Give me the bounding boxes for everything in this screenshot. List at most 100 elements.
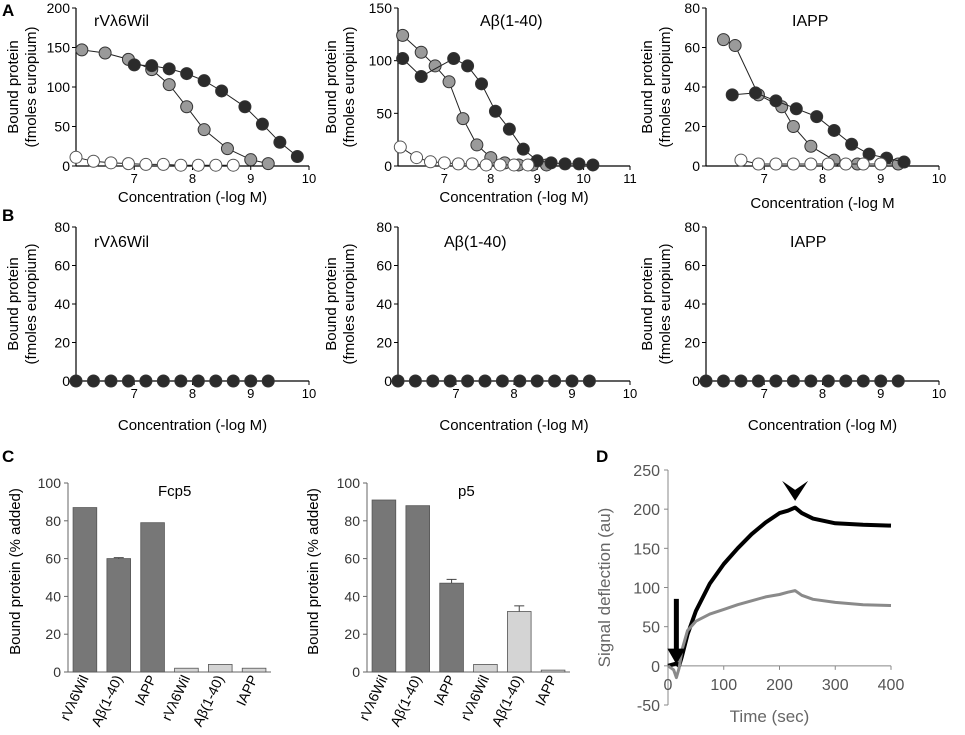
bar bbox=[241, 667, 267, 673]
x-tick-label: Aβ(1-40) bbox=[488, 673, 526, 729]
data-point-dark bbox=[725, 88, 739, 102]
data-point-dark bbox=[699, 374, 713, 388]
data-point-dark bbox=[226, 374, 240, 388]
data-point-dark bbox=[502, 122, 516, 136]
y-tick-label: 80 bbox=[45, 513, 61, 529]
y-axis-label-line: (fmoles europium) bbox=[23, 244, 40, 365]
y-tick-label: 40 bbox=[376, 296, 392, 312]
data-point-white bbox=[209, 158, 223, 172]
data-point-dark bbox=[174, 374, 188, 388]
y-axis-label-line: Bound protein bbox=[5, 257, 22, 350]
data-point-white bbox=[734, 153, 748, 167]
data-point-dark bbox=[839, 374, 853, 388]
data-point-dark bbox=[897, 155, 911, 169]
bar bbox=[72, 507, 98, 673]
data-point-dark bbox=[488, 104, 502, 118]
y-tick-label: 250 bbox=[633, 463, 660, 480]
y-tick-label: 80 bbox=[684, 219, 700, 235]
data-point-white bbox=[839, 157, 853, 171]
x-tick-label: 8 bbox=[510, 386, 517, 401]
x-tick-label: 400 bbox=[878, 677, 905, 694]
panel-label-d: D bbox=[596, 447, 608, 466]
y-axis-label-line: Bound protein bbox=[5, 40, 22, 133]
data-point-dark bbox=[751, 374, 765, 388]
y-tick-label: 150 bbox=[369, 0, 393, 16]
x-tick-label: IAPP bbox=[131, 673, 159, 709]
y-axis-label-line: (fmoles europium) bbox=[341, 27, 358, 148]
x-tick-label: 8 bbox=[487, 171, 494, 186]
fit-curve-dark bbox=[134, 64, 298, 157]
y-tick-label: 20 bbox=[684, 119, 700, 135]
data-point-dark bbox=[478, 374, 492, 388]
y-tick-label: 100 bbox=[38, 475, 62, 491]
data-point-gray bbox=[456, 112, 470, 126]
data-point-dark bbox=[215, 84, 229, 98]
x-tick-label: 8 bbox=[189, 386, 196, 401]
data-point-white bbox=[410, 151, 424, 165]
data-point-gray bbox=[98, 46, 112, 60]
data-point-gray bbox=[728, 39, 742, 53]
bar bbox=[405, 505, 430, 673]
data-point-dark bbox=[716, 374, 730, 388]
x-tick-label: 9 bbox=[247, 171, 254, 186]
data-point-white bbox=[423, 155, 437, 169]
y-tick-label: 60 bbox=[376, 258, 392, 274]
y-axis-label: Bound protein (fmoles europium) bbox=[5, 27, 40, 148]
data-point-dark bbox=[810, 110, 824, 124]
plot-title: Aβ(1-40) bbox=[444, 234, 507, 251]
x-tick-label: IAPP bbox=[233, 673, 261, 709]
y-axis-label: Bound protein (fmoles europium) bbox=[5, 244, 40, 365]
y-axis-label-line: Bound protein (% added) bbox=[7, 488, 24, 655]
y-tick-label: 60 bbox=[54, 258, 70, 274]
plot-title: rVλ6Wil bbox=[94, 234, 149, 251]
bar bbox=[507, 611, 532, 673]
data-point-dark bbox=[426, 374, 440, 388]
data-point-dark bbox=[495, 374, 509, 388]
y-tick-label: 100 bbox=[337, 475, 361, 491]
data-point-white bbox=[521, 158, 535, 172]
data-point-white bbox=[121, 157, 135, 171]
data-point-dark bbox=[197, 74, 211, 88]
y-axis-label: Bound protein (fmoles europium) bbox=[323, 244, 358, 365]
x-tick-label: 7 bbox=[131, 171, 138, 186]
data-point-dark bbox=[145, 59, 159, 73]
data-point-dark bbox=[475, 77, 489, 91]
data-point-dark bbox=[582, 374, 596, 388]
data-point-white bbox=[507, 158, 521, 172]
y-tick-label: 0 bbox=[692, 158, 700, 174]
x-tick-label: 7 bbox=[441, 171, 448, 186]
x-tick-label: 9 bbox=[247, 386, 254, 401]
data-point-gray bbox=[428, 59, 442, 73]
y-tick-label: 60 bbox=[344, 551, 360, 567]
y-axis-label: Bound protein (fmoles europium) bbox=[639, 244, 674, 365]
data-point-white bbox=[69, 150, 83, 164]
data-point-gray bbox=[786, 120, 800, 133]
series-line-gray bbox=[667, 589, 892, 680]
data-point-white bbox=[139, 157, 153, 171]
y-tick-label: 0 bbox=[384, 373, 392, 389]
data-point-dark bbox=[244, 374, 258, 388]
data-point-white bbox=[479, 158, 493, 172]
y-axis-label-line: Bound protein bbox=[639, 257, 656, 350]
data-point-dark bbox=[513, 374, 527, 388]
x-tick-label: 7 bbox=[761, 171, 768, 186]
x-tick-label: 7 bbox=[131, 386, 138, 401]
series-line-black bbox=[667, 505, 892, 668]
data-point-dark bbox=[572, 157, 586, 171]
x-tick-label: 0 bbox=[664, 677, 673, 694]
data-point-dark bbox=[191, 374, 205, 388]
data-point-dark bbox=[86, 374, 100, 388]
data-point-dark bbox=[862, 147, 876, 161]
x-axis-label: Concentration (-log M bbox=[750, 195, 894, 212]
x-tick-label: 9 bbox=[568, 386, 575, 401]
data-point-dark bbox=[238, 100, 252, 114]
data-point-dark bbox=[548, 374, 562, 388]
data-point-white bbox=[493, 158, 507, 172]
data-point-dark bbox=[273, 135, 287, 149]
x-tick-label: 8 bbox=[189, 171, 196, 186]
y-tick-label: 80 bbox=[344, 513, 360, 529]
x-axis-label: Concentration (-log M) bbox=[439, 417, 588, 434]
y-tick-label: 40 bbox=[684, 296, 700, 312]
y-tick-label: 60 bbox=[684, 258, 700, 274]
